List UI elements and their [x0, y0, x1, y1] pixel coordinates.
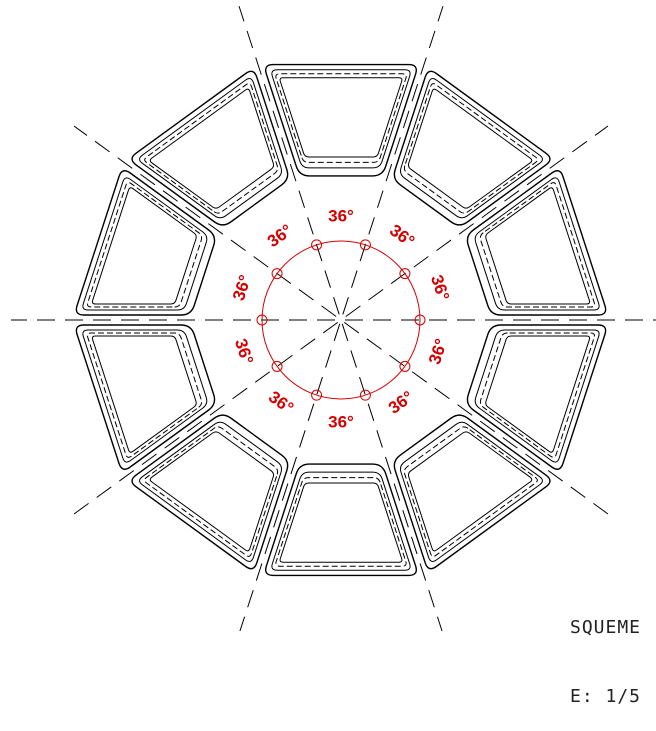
segment-outline [403, 426, 538, 557]
segment-outline [91, 187, 197, 305]
segment-block [75, 324, 216, 470]
angle-annotations: 36° 36° 36° 36° 36° 36° 36° 36° 36° 36° [229, 206, 453, 431]
angle-label: 36° [264, 221, 296, 252]
segment-blocks [75, 63, 607, 577]
segmented-ring-drawing: 36° 36° 36° 36° 36° 36° 36° 36° 36° 36° [11, 5, 656, 631]
segment-outline [399, 78, 543, 219]
segment-block [466, 170, 607, 316]
segment-block [131, 414, 289, 570]
angle-label: 36° [229, 272, 255, 303]
segment-outline [131, 414, 289, 570]
segment-outline [466, 170, 607, 316]
hole-marker [271, 268, 283, 280]
segment-outline [407, 88, 533, 209]
angle-label: 36° [425, 336, 451, 367]
angle-label: 36° [427, 273, 453, 304]
hole-marker [256, 314, 268, 326]
segment-outline [139, 421, 283, 562]
radial-center-lines [11, 5, 656, 631]
segment-block [393, 414, 551, 570]
segment-outline [474, 329, 600, 463]
segment-outline [275, 477, 407, 567]
segment-outline [149, 88, 275, 209]
segment-outline [144, 426, 279, 557]
segment-block [75, 170, 216, 316]
segment-block [131, 70, 289, 226]
caption-title: SQUEME [570, 617, 642, 638]
segment-outline [271, 471, 411, 571]
segment-outline [275, 73, 407, 163]
title-block: SQUEME E: 1/5 [570, 570, 656, 731]
segment-outline [82, 177, 208, 311]
segment-outline [271, 69, 411, 169]
segment-outline [466, 324, 607, 470]
segment-outline [75, 324, 216, 470]
segment-outline [279, 482, 403, 563]
segment-outline [485, 187, 591, 305]
angle-label: 36° [386, 221, 418, 252]
segment-outline [149, 431, 275, 552]
segment-outline [393, 70, 551, 226]
pitch-circle [261, 240, 421, 400]
segment-outline [87, 182, 203, 308]
hole-marker [399, 360, 411, 372]
segment-outline [393, 414, 551, 570]
segment-outline [403, 83, 538, 214]
segment-outline [131, 70, 289, 226]
segment-outline [479, 182, 595, 308]
segment-block [393, 70, 551, 226]
segment-outline [479, 332, 595, 458]
segment-outline [485, 335, 591, 453]
hole-marker [311, 239, 323, 251]
segment-outline [75, 170, 216, 316]
segment-block [264, 463, 418, 577]
segment-outline [399, 421, 543, 562]
hole-marker [414, 314, 426, 326]
angle-label: 36° [265, 387, 297, 418]
center-line [239, 5, 444, 631]
angle-label: 36° [328, 206, 354, 225]
segment-outline [139, 78, 283, 219]
angle-label: 36° [385, 387, 417, 418]
hole-marker [399, 268, 411, 280]
segment-outline [279, 77, 403, 158]
segment-outline [264, 463, 418, 577]
hole-marker [311, 389, 323, 401]
segment-outline [82, 329, 208, 463]
segment-outline [407, 431, 533, 552]
angle-label: 36° [328, 412, 354, 431]
hole-marker [359, 389, 371, 401]
segment-outline [474, 177, 600, 311]
segment-outline [144, 83, 279, 214]
center-line [238, 5, 443, 631]
center-line [73, 125, 609, 515]
hole-marker [359, 239, 371, 251]
center-line [73, 125, 609, 515]
hole-marker [271, 360, 283, 372]
segment-block [264, 63, 418, 177]
caption-scale: E: 1/5 [570, 686, 642, 707]
angle-label: 36° [231, 336, 257, 367]
segment-outline [91, 335, 197, 453]
segment-block [466, 324, 607, 470]
segment-outline [264, 63, 418, 177]
segment-outline [87, 332, 203, 458]
